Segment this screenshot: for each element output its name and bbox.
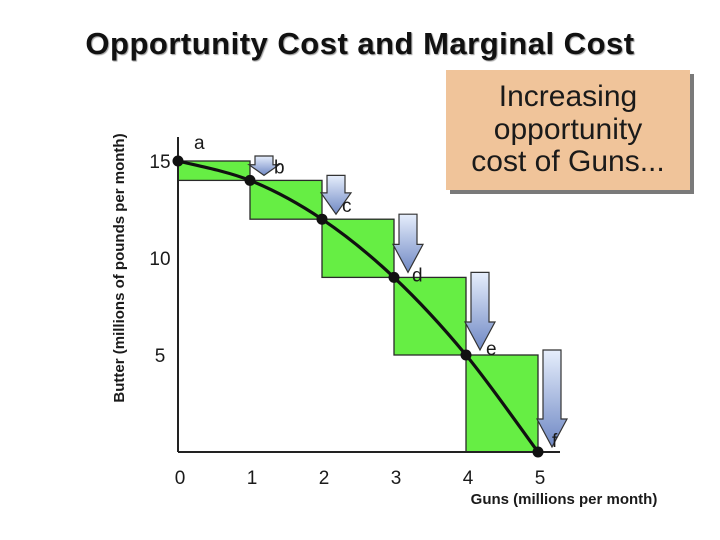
x-tick-label: 0 (175, 468, 186, 489)
point-c (316, 213, 328, 225)
point-label-e: e (486, 339, 497, 360)
x-tick-label: 1 (247, 468, 258, 489)
point-label-a: a (194, 133, 205, 154)
y-tick-label: 15 (149, 152, 170, 173)
point-e (460, 349, 472, 361)
x-axis-label: Guns (millions per month) (471, 491, 658, 508)
point-d (388, 271, 400, 283)
x-tick-label: 3 (391, 468, 402, 489)
cost-arrow-f (535, 349, 569, 449)
chart-title: Opportunity Cost and Marginal Cost (85, 26, 635, 61)
y-axis-label: Butter (millions of pounds per month) (111, 133, 128, 402)
cost-arrow-d (391, 213, 425, 274)
point-label-b: b (274, 157, 285, 178)
callout-box: Increasing opportunity cost of Guns... (446, 70, 690, 190)
point-a (172, 155, 184, 167)
y-tick-label: 10 (149, 249, 170, 270)
point-label-c: c (342, 196, 352, 217)
point-label-f: f (552, 431, 558, 452)
point-b (244, 174, 256, 186)
cost-arrow-c (319, 174, 353, 216)
x-tick-label: 5 (535, 468, 546, 489)
x-tick-label: 2 (319, 468, 330, 489)
point-label-d: d (412, 265, 423, 286)
x-tick-label: 4 (463, 468, 474, 489)
y-tick-label: 5 (155, 346, 166, 367)
cost-arrow-b (247, 155, 281, 177)
cost-arrow-e (463, 271, 497, 352)
point-f (532, 446, 544, 458)
